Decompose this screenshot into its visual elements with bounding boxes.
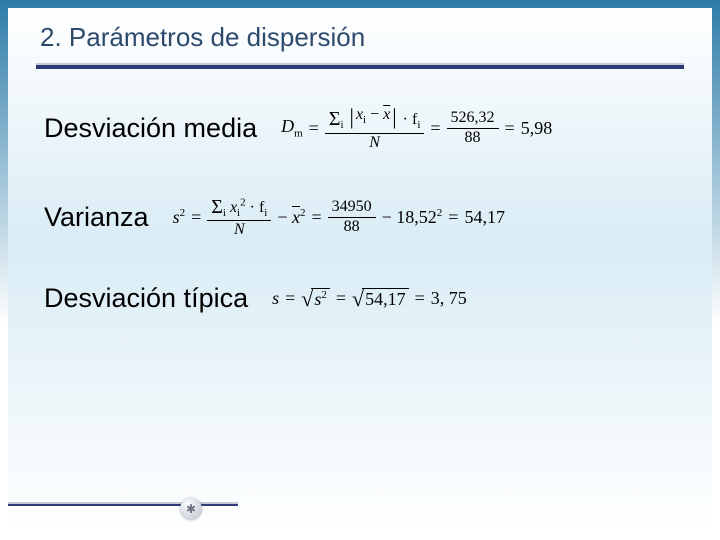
row-variance: Varianza s2 = Σi xi2 · fi N − x2 = 34950… (44, 196, 692, 240)
label-variance: Varianza (44, 202, 149, 233)
footer-globe-icon: ✱ (180, 498, 202, 520)
row-stddev: Desviación típica s = s2 = 54,17 = 3, 75 (44, 283, 692, 314)
formula-stddev: s = s2 = 54,17 = 3, 75 (272, 286, 467, 312)
label-stddev: Desviación típica (44, 283, 248, 314)
formula-mean-deviation: Dm = Σi xi − x · fi N = 526,32 88 = 5,98 (281, 105, 552, 152)
footer-rule (8, 502, 238, 506)
label-mean-deviation: Desviación media (44, 113, 257, 144)
formula-variance: s2 = Σi xi2 · fi N − x2 = 34950 88 − 18,… (173, 196, 505, 240)
page-title: 2. Parámetros de dispersión (40, 22, 712, 53)
content-area: Desviación media Dm = Σi xi − x · fi N =… (8, 69, 712, 314)
row-mean-deviation: Desviación media Dm = Σi xi − x · fi N =… (44, 105, 692, 152)
